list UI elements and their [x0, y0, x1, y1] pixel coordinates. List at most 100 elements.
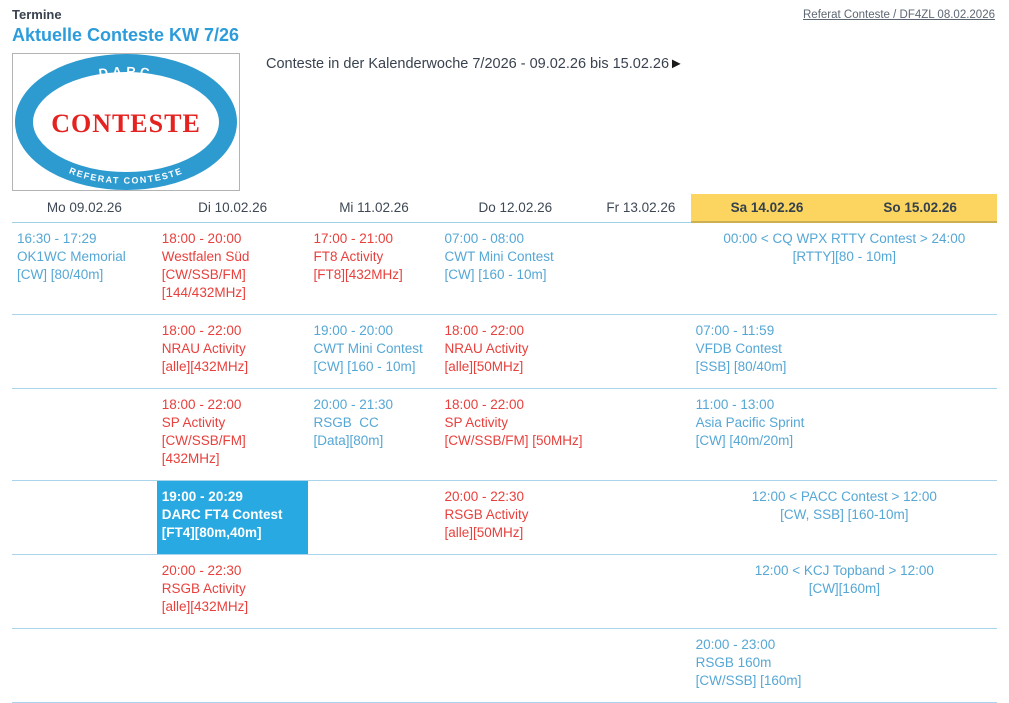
empty-cell: [591, 628, 690, 702]
contest-entry-line: [CW/SSB/FM] [50MHz]: [444, 432, 583, 448]
contest-entry-line: [SSB] [80/40m]: [695, 358, 787, 374]
empty-cell: [12, 314, 157, 388]
contest-entry-line: 07:00 - 08:00: [444, 230, 525, 246]
contest-entry-line: [Data][80m]: [313, 432, 384, 448]
contest-entry-line: Westfalen Süd: [161, 248, 250, 264]
table-row: 18:00 - 22:00 SP Activity [CW/SSB/FM] [432M…: [12, 388, 997, 480]
contest-entry-line: [CW] [80/40m]: [17, 266, 104, 282]
contest-entry[interactable]: 20:00 - 22:30 RSGB Activity [alle][50MHz]: [439, 480, 591, 554]
contest-entry-line: 18:00 - 22:00: [444, 396, 525, 412]
contest-entry-line: [alle][50MHz]: [444, 358, 524, 374]
empty-cell: [157, 628, 309, 702]
empty-cell: [843, 628, 997, 702]
contest-entry[interactable]: 20:00 - 22:30 RSGB Activity [alle][432MHz]: [157, 554, 309, 628]
table-row: 20:00 - 23:00 RSGB 160m [CW/SSB] [160m]: [12, 628, 997, 702]
contest-entry[interactable]: 19:00 - 20:29 DARC FT4 Contest [FT4][80m,4…: [156, 480, 309, 554]
contest-entry-line: 12:00 < PACC Contest > 12:00: [751, 488, 937, 504]
intro-section: DARC CONTESTE REFERAT CONTESTE Conteste …: [12, 53, 997, 191]
empty-cell: [12, 480, 157, 554]
contest-entry-line: [FT4][80m,40m]: [161, 524, 262, 540]
logo-top-text: DARC: [98, 64, 150, 81]
contest-entry-line: SP Activity: [444, 414, 508, 430]
logo-center-text: CONTESTE: [51, 109, 201, 138]
contest-entry-line: 20:00 - 22:30: [444, 488, 525, 504]
empty-cell: [591, 554, 690, 628]
contest-entry-line: [alle][432MHz]: [161, 358, 249, 374]
contest-entry-line: DARC FT4 Contest: [161, 506, 283, 522]
contest-entry[interactable]: 12:00 < KCJ Topband > 12:00 [CW][160m]: [691, 554, 997, 628]
day-header-sa: Sa 14.02.26: [690, 194, 844, 223]
contest-entry-line: [CW] [40m/20m]: [695, 432, 794, 448]
empty-cell: [12, 388, 157, 480]
empty-cell: [843, 388, 997, 480]
contest-entry-line: 18:00 - 22:00: [161, 322, 242, 338]
day-header-mi: Mi 11.02.26: [339, 200, 409, 216]
contest-entry-line: [432MHz]: [161, 450, 220, 466]
contest-entry[interactable]: 07:00 - 11:59 VFDB Contest [SSB] [80/40m]: [691, 314, 844, 388]
contest-entry-line: [RTTY][80 - 10m]: [792, 249, 896, 264]
contest-entry-line: 18:00 - 20:00: [161, 230, 242, 246]
contest-entry-line: CWT Mini Contest: [444, 248, 554, 264]
empty-cell: [308, 554, 439, 628]
contest-entry-line: FT8 Activity: [313, 248, 384, 264]
svg-text:DARC: DARC: [98, 64, 154, 81]
week-range-label: Conteste in der Kalenderwoche 7/2026 - 0…: [266, 56, 670, 72]
contest-entry[interactable]: 16:30 - 17:29 OK1WC Memorial [CW] [80/40m]: [12, 222, 157, 314]
contest-entry[interactable]: 00:00 < CQ WPX RTTY Contest > 24:00 [RTTY…: [691, 222, 997, 314]
darc-conteste-logo: DARC CONTESTE REFERAT CONTESTE: [12, 53, 240, 191]
contest-entry[interactable]: 18:00 - 22:00 NRAU Activity [alle][432MHz]: [157, 314, 309, 388]
contest-entry[interactable]: 20:00 - 23:00 RSGB 160m [CW/SSB] [160m]: [691, 628, 844, 702]
contest-entry-line: [CW] [160 - 10m]: [444, 266, 547, 282]
referat-conteste-link[interactable]: Referat Conteste / DF4ZL 08.02.2026: [803, 9, 995, 21]
contest-entry-line: NRAU Activity: [444, 340, 529, 356]
contest-entry[interactable]: 11:00 - 13:00 Asia Pacific Sprint [CW] [40…: [691, 388, 844, 480]
contest-entry-line: RSGB Activity: [444, 506, 529, 522]
section-label: Termine: [12, 7, 62, 22]
page-title: Aktuelle Conteste KW 7/26: [12, 25, 240, 45]
contest-entry-line: CWT Mini Contest: [313, 340, 423, 356]
contest-entry-line: [CW/SSB] [160m]: [695, 672, 802, 688]
contest-entry-line: 12:00 < KCJ Topband > 12:00: [754, 562, 934, 578]
empty-cell: [439, 628, 591, 702]
empty-cell: [439, 554, 591, 628]
contest-entry-line: [alle][432MHz]: [161, 598, 249, 614]
day-header-mo: Mo 09.02.26: [46, 200, 122, 216]
empty-cell: [591, 222, 690, 314]
contest-entry-line: [CW][160m]: [808, 580, 880, 596]
contest-entry-line: 17:00 - 21:00: [313, 230, 394, 246]
contest-entry[interactable]: 18:00 - 20:00 Westfalen Süd [CW/SSB/FM] [14…: [157, 222, 309, 314]
contest-entry[interactable]: 18:00 - 22:00 NRAU Activity [alle][50MHz]: [439, 314, 591, 388]
day-header-di: Di 10.02.26: [198, 200, 268, 216]
contest-entry-line: NRAU Activity: [161, 340, 246, 356]
contest-entry-line: OK1WC Memorial: [17, 248, 126, 264]
contest-entry-line: [CW/SSB/FM]: [161, 432, 246, 448]
empty-cell: [12, 628, 157, 702]
table-row: 19:00 - 20:29 DARC FT4 Contest [FT4][80m,4…: [12, 480, 997, 554]
contest-entry[interactable]: 18:00 - 22:00 SP Activity [CW/SSB/FM] [50M…: [439, 388, 591, 480]
next-week-arrow-icon[interactable]: ►: [669, 56, 684, 72]
contest-entry[interactable]: 17:00 - 21:00 FT8 Activity [FT8][432MHz]: [308, 222, 439, 314]
table-row: 18:00 - 22:00 NRAU Activity [alle][432MHz]…: [12, 314, 997, 388]
contest-entry-line: [CW] [160 - 10m]: [313, 358, 416, 374]
contest-entry-line: SP Activity: [161, 414, 226, 430]
contest-entry[interactable]: 20:00 - 21:30 RSGB CC [Data][80m]: [308, 388, 439, 480]
contest-entry-line: 19:00 - 20:29: [161, 488, 243, 504]
darc-conteste-logo-image: DARC CONTESTE REFERAT CONTESTE: [15, 54, 237, 190]
empty-cell: [308, 628, 439, 702]
contest-entry-line: Asia Pacific Sprint: [695, 414, 805, 430]
contest-entry-line: 19:00 - 20:00: [313, 322, 394, 338]
empty-cell: [308, 480, 439, 554]
contest-entry-line: 20:00 - 21:30: [313, 396, 394, 412]
contest-entry[interactable]: 18:00 - 22:00 SP Activity [CW/SSB/FM] [432M…: [157, 388, 309, 480]
contest-entry[interactable]: 19:00 - 20:00 CWT Mini Contest [CW] [160 -…: [308, 314, 439, 388]
contest-week-table: Mo 09.02.26 Di 10.02.26 Mi 11.02.26 Do 12.0…: [12, 194, 997, 703]
day-header-fr: Fr 13.02.26: [606, 200, 676, 216]
contest-entry[interactable]: 12:00 < PACC Contest > 12:00 [CW, SSB] [1…: [691, 480, 997, 554]
contest-entry-line: 20:00 - 23:00: [695, 636, 776, 652]
contest-entry[interactable]: 07:00 - 08:00 CWT Mini Contest [CW] [160 -…: [439, 222, 591, 314]
contest-entry-line: 16:30 - 17:29: [17, 230, 97, 246]
table-row: 20:00 - 22:30 RSGB Activity [alle][432MHz]…: [12, 554, 997, 628]
contest-entry-line: RSGB 160m: [695, 654, 772, 670]
contest-entry-line: [FT8][432MHz]: [313, 266, 403, 282]
